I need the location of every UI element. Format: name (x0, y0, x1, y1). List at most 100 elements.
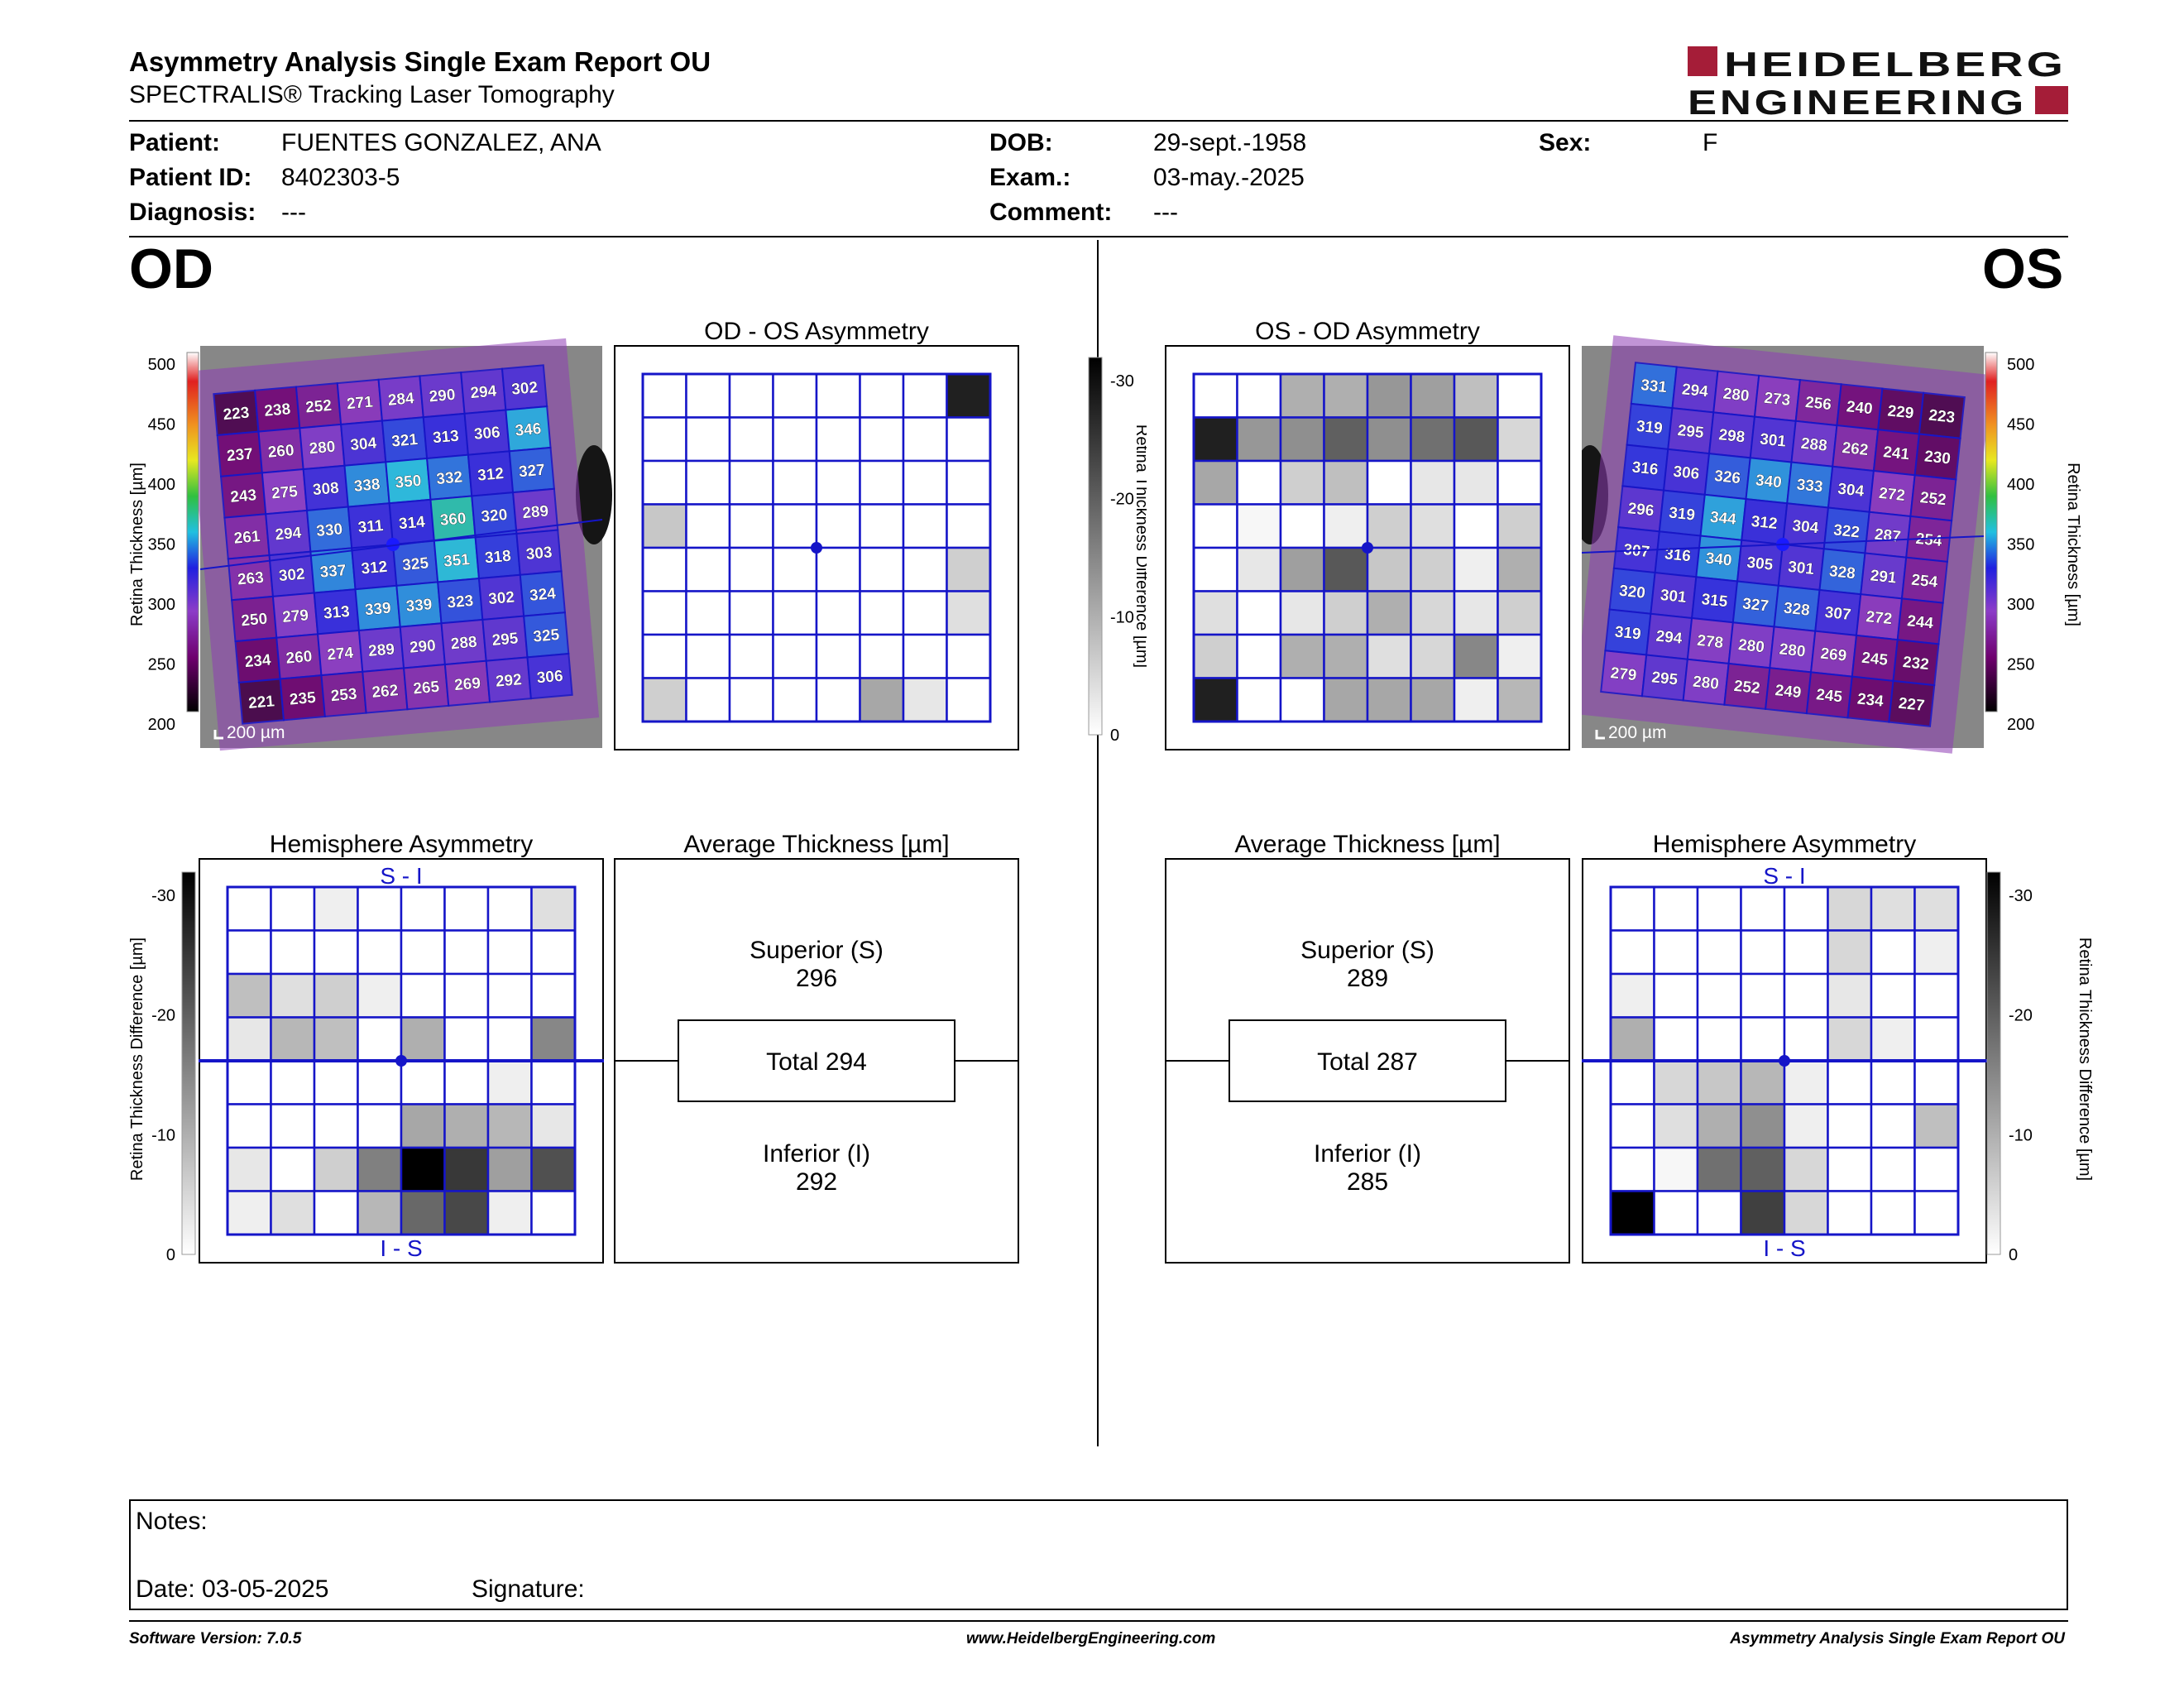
thickness-value: 227 (1898, 695, 1926, 715)
footer-report-name: Asymmetry Analysis Single Exam Report OU (1730, 1630, 2065, 1647)
thickness-value: 221 (247, 693, 275, 712)
asym-cell (1497, 459, 1543, 506)
thickness-value: 252 (1919, 489, 1947, 509)
asym-cell (685, 459, 731, 506)
hemi-cell (1696, 1146, 1742, 1192)
thickness-value: 295 (491, 630, 520, 650)
heidelberg-engineering-logo: HEIDELBERG ENGINEERING (1688, 45, 2068, 119)
asym-cell (1453, 503, 1499, 549)
asym-cell (902, 546, 948, 592)
hemi-cell (530, 929, 577, 976)
thickness-value: 304 (1791, 517, 1819, 537)
thickness-value: 306 (473, 424, 500, 444)
asym-cell (1236, 677, 1282, 723)
thickness-value: 319 (1636, 418, 1664, 438)
hemi-cell (1870, 1146, 1916, 1192)
thickness-tick: 450 (2007, 416, 2034, 434)
thickness-value: 245 (1861, 650, 1889, 669)
asym-cell (641, 633, 687, 679)
asym-cell (946, 546, 992, 592)
asym-cell (1366, 590, 1412, 636)
hemi-cell (1653, 1016, 1699, 1062)
hemi-cell (486, 1190, 533, 1236)
notes-label: Notes: (136, 1508, 208, 1535)
asym-cell (1497, 546, 1543, 592)
asym-cell (859, 590, 905, 636)
thickness-tick: 350 (2007, 536, 2034, 554)
hemi-cell (530, 1059, 577, 1105)
asym-cell (772, 633, 818, 679)
thickness-tick: 500 (148, 356, 175, 374)
thickness-tick: 300 (2007, 596, 2034, 614)
hemi-cell (313, 1190, 359, 1236)
hemi-cell (443, 1146, 490, 1192)
hemi-cell (313, 1146, 359, 1192)
hemi-cell (1740, 885, 1786, 932)
thickness-value: 279 (281, 607, 309, 626)
asym-cell (1366, 633, 1412, 679)
thickness-value: 223 (1928, 407, 1956, 427)
thickness-value: 263 (237, 569, 264, 589)
hemi-cell (313, 972, 359, 1019)
asym-cell (1323, 677, 1369, 723)
asym-cell (902, 503, 948, 549)
difference-tick: -10 (151, 1126, 175, 1144)
comment-label: Comment: (989, 199, 1113, 226)
thickness-tick: 350 (148, 536, 175, 554)
thickness-grid: 223 238 252 271 284 290 294 302 237 260 280 304 321 3… (186, 338, 600, 751)
difference-tick: 0 (2009, 1246, 2018, 1264)
hemi-cell (400, 972, 446, 1019)
od-asymmetry-panel: OD - OS Asymmetry (614, 314, 1019, 761)
thickness-value: 232 (1902, 654, 1930, 674)
thickness-value: 271 (346, 393, 374, 413)
hemi-cell (1609, 1016, 1655, 1062)
thickness-value: 250 (241, 611, 268, 631)
hemi-cell (486, 1103, 533, 1149)
hemi-cell (530, 1190, 577, 1236)
asym-cell (728, 633, 774, 679)
asym-cell (728, 503, 774, 549)
thickness-value: 280 (1737, 636, 1765, 656)
total-box (678, 1019, 956, 1102)
hemi-cell (443, 972, 490, 1019)
superior-value: 296 (796, 965, 837, 992)
thickness-value: 287 (1874, 526, 1902, 546)
difference-tick: -20 (1110, 491, 1134, 509)
hemi-cell (443, 1103, 490, 1149)
difference-colorbar (1088, 357, 1103, 736)
thickness-value: 269 (453, 674, 481, 694)
asym-cell (641, 590, 687, 636)
fovea-marker (1362, 542, 1373, 554)
asym-title: OS - OD Asymmetry (1255, 318, 1480, 345)
comment-value: --- (1153, 199, 1178, 226)
thickness-value: 288 (450, 634, 477, 654)
asym-cell (1192, 416, 1238, 463)
hemi-cell (270, 1059, 316, 1105)
dob-value: 29-sept.-1958 (1153, 129, 1307, 156)
svg-text:HEIDELBERG: HEIDELBERG (1724, 45, 2067, 84)
horizontal-axis-line (1582, 535, 1985, 554)
thickness-value: 312 (477, 465, 504, 485)
sex-label: Sex: (1539, 129, 1592, 156)
asym-cell (1279, 416, 1325, 463)
asym-cell (772, 546, 818, 592)
thickness-tick: 300 (148, 596, 175, 614)
thickness-cell (1888, 679, 1936, 727)
hemi-cell (530, 885, 577, 932)
asym-cell (1192, 633, 1238, 679)
hemi-cell (1913, 1190, 1960, 1236)
hemi-cell (1870, 1016, 1916, 1062)
hemi-cell (400, 1190, 446, 1236)
hemi-cell (226, 1190, 272, 1236)
asym-cell (1192, 590, 1238, 636)
asym-cell (1410, 416, 1456, 463)
hemi-cell (1696, 1103, 1742, 1149)
hemi-cell (1783, 885, 1829, 932)
hemi-cell (313, 1016, 359, 1062)
thickness-value: 350 (395, 472, 422, 492)
asym-cell (1453, 546, 1499, 592)
difference-axis-label: Retina Thickness Difference [µm] (1133, 424, 1147, 668)
thickness-value: 241 (1882, 444, 1910, 463)
asym-cell (815, 459, 861, 506)
asym-cell (1453, 633, 1499, 679)
